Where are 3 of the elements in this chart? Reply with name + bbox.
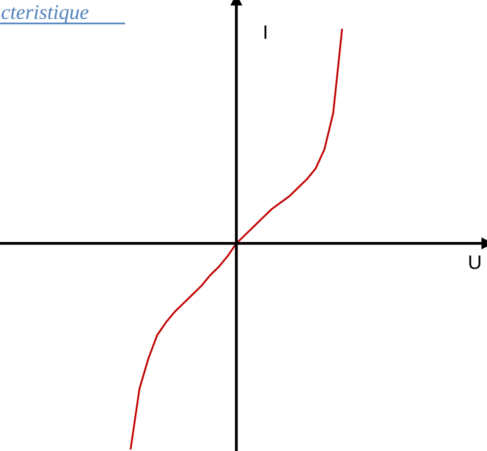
- text: U: [469, 255, 480, 270]
- chart-title: cteristique: [2, 5, 88, 24]
- y-axis-title: I: [264, 25, 266, 39]
